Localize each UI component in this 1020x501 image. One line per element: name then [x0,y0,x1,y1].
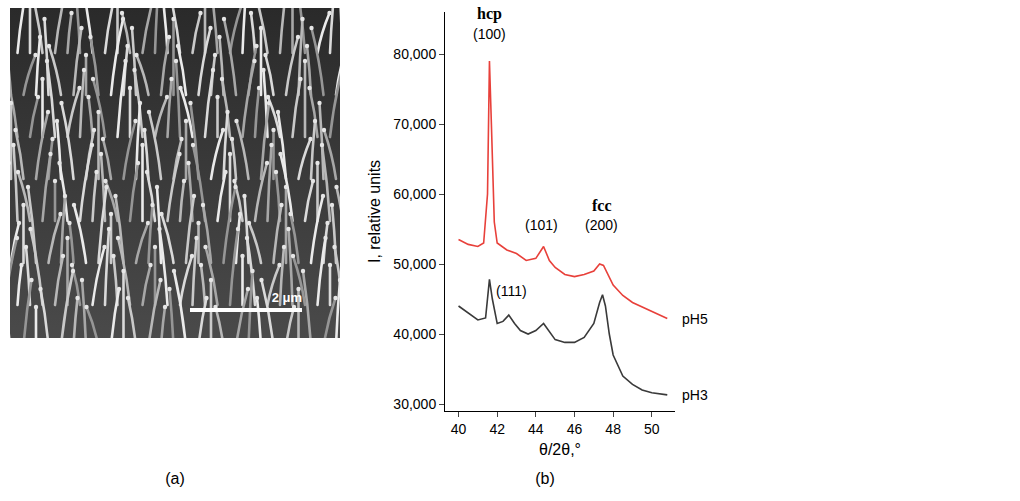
svg-text:48: 48 [605,421,621,437]
svg-text:fcc: fcc [592,197,612,214]
svg-text:pH5: pH5 [682,311,708,327]
svg-text:40: 40 [451,421,467,437]
svg-text:(200): (200) [585,217,618,233]
svg-text:(101): (101) [525,217,558,233]
svg-text:42: 42 [489,421,505,437]
svg-text:I, relative units: I, relative units [366,160,383,263]
svg-text:(100): (100) [473,26,506,42]
svg-text:44: 44 [528,421,544,437]
svg-text:2 μm: 2 μm [272,290,302,305]
svg-text:hcp: hcp [477,5,502,23]
svg-text:80,000: 80,000 [393,46,436,62]
svg-text:40,000: 40,000 [393,326,436,342]
svg-text:70,000: 70,000 [393,116,436,132]
svg-text:(111): (111) [496,283,527,299]
svg-text:30,000: 30,000 [393,396,436,412]
svg-text:50,000: 50,000 [393,256,436,272]
svg-text:46: 46 [567,421,583,437]
svg-text:θ/2θ,°: θ/2θ,° [539,441,581,458]
html-text:(a): (a) [165,470,185,487]
html-text:(b): (b) [535,470,555,487]
svg-text:50: 50 [644,421,660,437]
svg-text:60,000: 60,000 [393,186,436,202]
svg-text:pH3: pH3 [682,387,708,403]
